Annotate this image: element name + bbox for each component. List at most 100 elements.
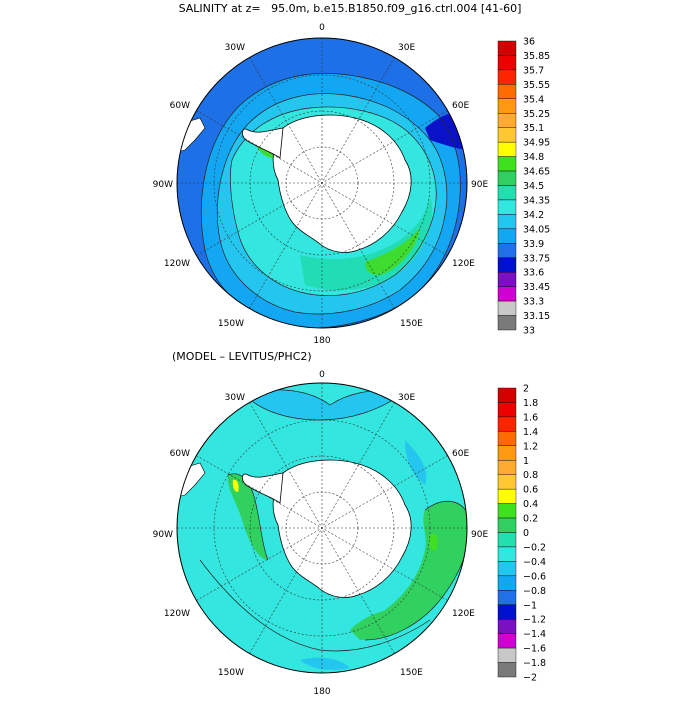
bottom-lon-150w: 150W [218, 668, 244, 678]
bottom-positive-band-peninsula [227, 473, 268, 560]
top-graticule [177, 38, 467, 328]
top-antarctic-peninsula [242, 127, 284, 159]
top-lon-0: 0 [319, 23, 325, 33]
bottom-colorbar-tick-label: 1.2 [523, 441, 538, 452]
top-colorbar-tick-label: 33.15 [523, 311, 550, 322]
top-colorbar-swatch [497, 199, 517, 215]
bottom-colorbar-tick-label: −1.8 [523, 658, 546, 669]
top-colorbar-swatch [497, 69, 517, 85]
top-map [177, 38, 467, 328]
bottom-colorbar-swatch [497, 561, 517, 577]
bottom-colorbar-tick-label: 0.2 [523, 514, 538, 525]
top-lon-30w: 30W [225, 43, 245, 53]
top-green-patch-ross [365, 228, 420, 275]
top-colorbar-tick-label: 33 [523, 326, 535, 337]
bottom-colorbar-tick-label: 0.4 [523, 499, 538, 510]
top-colorbar-tick-label: 35.25 [523, 109, 550, 120]
bottom-colorbar-swatch [497, 431, 517, 447]
bottom-colorbar-swatch [497, 387, 517, 403]
bottom-colorbar-swatch [497, 517, 517, 533]
bottom-colorbar-swatch [497, 445, 517, 461]
bottom-negative-patch-north [245, 389, 400, 420]
bottom-colorbar-swatch [497, 590, 517, 605]
top-map-border [176, 37, 468, 329]
top-colorbar-swatch [497, 98, 517, 114]
bottom-high-anomaly-east [429, 533, 438, 551]
bottom-lon-0: 0 [319, 370, 325, 380]
bottom-map [177, 383, 467, 673]
bottom-negative-patch-east [405, 440, 427, 485]
bottom-colorbar-swatch [497, 503, 517, 519]
top-colorbar-swatch [497, 141, 517, 157]
top-colorbar-tick-label: 35.7 [523, 65, 544, 76]
top-colorbar-tick-label: 36 [523, 37, 535, 48]
top-lon-120w: 120W [164, 259, 190, 269]
top-lon-150e: 150E [400, 319, 423, 329]
top-colorbar-tick-label: 33.45 [523, 282, 550, 293]
top-antarctica [272, 114, 412, 253]
bottom-colorbar-tick-label: 1.8 [523, 398, 538, 409]
top-colorbar-swatch [497, 272, 517, 287]
top-colorbar-tick-label: 35.1 [523, 123, 544, 134]
bottom-colorbar-swatch [497, 488, 517, 504]
bottom-colorbar-swatch [497, 474, 517, 490]
top-colorbar-tick-label: 35.85 [523, 51, 550, 62]
top-contours [200, 72, 461, 328]
bottom-colorbar-tick-label: −1.2 [523, 615, 546, 626]
top-colorbar-swatch [497, 127, 517, 143]
bottom-colorbar-tick-label: 1 [523, 456, 529, 467]
bottom-colorbar-tick-label: −1 [523, 600, 537, 611]
top-lon-labels: 0 30E 60E 90E 120E 150E 180 150W 120W 90… [153, 23, 489, 346]
bottom-lon-90e: 90E [471, 530, 488, 540]
top-colorbar-tick-label: 34.95 [523, 138, 550, 149]
bottom-lon-30e: 30E [398, 393, 415, 403]
bottom-colorbar-tick-label: −1.6 [523, 644, 546, 655]
bottom-colorbar: 2 1.8 1.6 1.4 1.2 1 0.8 0.6 0.4 0.2 0 −0.2 −0.4 −0.6 −… [497, 384, 546, 684]
bottom-colorbar-tick-label: 1.6 [523, 412, 538, 423]
bottom-antarctic-peninsula [242, 472, 284, 504]
bottom-lon-120w: 120W [164, 609, 190, 619]
top-lon-90w: 90W [153, 180, 173, 190]
top-colorbar-swatch [497, 185, 517, 201]
top-colorbar-tick-label: 35.4 [523, 94, 544, 105]
bottom-colorbar-swatch [497, 662, 517, 678]
bottom-colorbar-tick-label: 0.6 [523, 485, 538, 496]
bottom-lon-90w: 90W [153, 530, 173, 540]
top-colorbar-tick-label: 34.65 [523, 167, 550, 178]
bottom-colorbar-swatch [497, 546, 517, 562]
top-colorbar-swatch [497, 243, 517, 258]
bottom-colorbar-tick-label: −2 [523, 673, 537, 684]
top-colorbar-tick-label: 34.2 [523, 210, 544, 221]
top-colorbar-swatch [497, 214, 517, 230]
bottom-graticule [177, 383, 467, 673]
top-colorbar-swatch [497, 228, 517, 244]
bottom-colorbar-swatch [497, 575, 517, 591]
top-colorbar-swatch [497, 55, 517, 71]
bottom-lon-120e: 120E [452, 609, 475, 619]
bottom-colorbar-tick-label: 1.4 [523, 427, 538, 438]
bottom-lon-60w: 60W [170, 449, 190, 459]
bottom-title: (MODEL – LEVITUS/PHC2) [172, 350, 312, 363]
bottom-colorbar-swatch [497, 604, 517, 620]
bottom-lon-150e: 150E [400, 668, 423, 678]
top-colorbar: 36 35.85 35.7 35.55 35.4 35.25 35.1 34.95 34.8 34… [497, 37, 550, 337]
top-colorbar-swatch [497, 113, 517, 128]
top-colorbar-tick-label: 34.35 [523, 195, 550, 206]
top-colorbar-swatch [497, 300, 517, 316]
top-lon-30e: 30E [398, 43, 415, 53]
top-colorbar-tick-label: 35.55 [523, 80, 550, 91]
bottom-colorbar-tick-label: 0.8 [523, 470, 538, 481]
top-colorbar-tick-label: 33.3 [523, 297, 544, 308]
top-colorbar-tick-label: 34.5 [523, 181, 544, 192]
bottom-negative-patch-south [300, 657, 350, 670]
bottom-colorbar-tick-label: 2 [523, 384, 529, 395]
bottom-high-anomaly-peninsula [232, 479, 239, 492]
top-lon-60w: 60W [170, 101, 190, 111]
top-colorbar-swatch [497, 84, 517, 99]
bottom-colorbar-tick-label: −0.8 [523, 586, 546, 597]
top-lon-90e: 90E [471, 180, 488, 190]
bottom-colorbar-tick-label: −0.6 [523, 571, 546, 582]
bottom-colorbar-swatch [497, 647, 517, 663]
top-lon-150w: 150W [218, 319, 244, 329]
bottom-positive-band-ross [350, 608, 420, 640]
